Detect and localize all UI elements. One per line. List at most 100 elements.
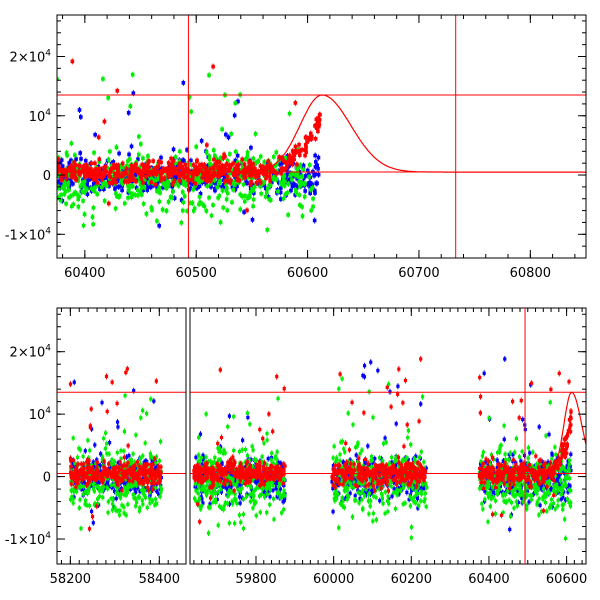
data-point — [93, 476, 97, 480]
data-point — [103, 484, 107, 488]
data-point — [266, 195, 271, 199]
data-point — [118, 490, 122, 494]
data-point — [166, 200, 171, 204]
data-point — [288, 173, 293, 178]
data-point — [57, 195, 61, 200]
data-point — [242, 172, 246, 176]
data-point — [159, 470, 163, 475]
data-point — [89, 464, 93, 468]
data-point — [125, 464, 129, 468]
data-point — [184, 180, 189, 184]
data-point — [154, 165, 158, 170]
data-point — [171, 147, 176, 152]
data-point — [249, 181, 253, 185]
data-point — [222, 184, 226, 189]
data-point — [173, 161, 178, 166]
data-point — [189, 158, 193, 163]
data-point — [148, 490, 152, 495]
data-point — [107, 452, 111, 456]
data-point — [67, 161, 72, 165]
data-point — [105, 485, 109, 490]
data-point — [128, 157, 132, 161]
data-point — [249, 164, 253, 169]
data-point — [303, 189, 307, 193]
data-point — [225, 208, 230, 213]
data-point — [106, 157, 111, 162]
data-point — [119, 486, 124, 491]
data-point — [62, 168, 66, 172]
data-point — [284, 165, 289, 170]
data-point — [98, 494, 102, 498]
data-point — [137, 152, 141, 157]
data-point — [133, 165, 137, 170]
data-point — [88, 448, 92, 453]
data-point — [310, 186, 315, 190]
data-point — [109, 483, 113, 487]
data-point — [124, 167, 129, 171]
data-point — [76, 204, 81, 209]
data-point — [109, 466, 113, 470]
data-point — [108, 167, 113, 171]
data-point — [111, 166, 115, 170]
data-point — [90, 515, 95, 519]
data-point — [166, 171, 170, 175]
data-point — [124, 179, 129, 184]
data-point — [252, 191, 256, 195]
data-point — [143, 493, 147, 498]
data-point — [209, 213, 214, 218]
data-point — [317, 119, 321, 124]
data-point — [122, 429, 127, 434]
data-point — [115, 480, 120, 484]
data-point — [122, 492, 126, 497]
data-point — [94, 478, 98, 482]
data-point — [159, 178, 163, 182]
data-point — [273, 164, 277, 168]
data-point — [110, 180, 115, 185]
data-point — [69, 168, 74, 173]
data-point — [191, 172, 196, 176]
data-point — [91, 482, 96, 487]
data-point — [189, 163, 194, 167]
data-point — [106, 201, 111, 206]
data-point — [207, 195, 211, 200]
data-point — [228, 152, 232, 156]
data-point — [203, 172, 208, 176]
data-point — [316, 172, 321, 177]
data-point — [62, 187, 67, 191]
data-point — [130, 466, 134, 470]
data-point — [134, 433, 138, 437]
data-point — [69, 472, 73, 477]
data-point — [124, 487, 128, 491]
data-point — [66, 181, 71, 185]
data-point — [216, 196, 220, 200]
data-point — [76, 455, 80, 459]
data-point — [180, 167, 185, 172]
y-tick-label: 0 — [43, 169, 51, 184]
data-point — [83, 462, 87, 466]
data-point — [64, 172, 69, 176]
data-point — [91, 188, 96, 193]
data-point — [89, 186, 94, 191]
data-point — [183, 175, 187, 180]
data-point — [90, 466, 95, 470]
data-point — [82, 484, 86, 489]
data-point — [115, 451, 119, 455]
data-point — [191, 209, 196, 213]
data-point — [84, 187, 89, 191]
data-point — [290, 171, 295, 176]
data-point — [119, 180, 123, 184]
data-point — [114, 508, 118, 513]
data-point — [135, 500, 139, 504]
data-point — [138, 142, 143, 146]
data-point — [156, 468, 160, 472]
data-point — [101, 485, 106, 489]
data-point — [162, 166, 166, 171]
data-point — [137, 469, 141, 473]
data-point — [159, 465, 163, 469]
data-point — [317, 122, 322, 127]
data-point — [127, 454, 131, 458]
data-point — [125, 163, 129, 168]
data-point — [130, 173, 135, 178]
data-point — [116, 509, 120, 513]
data-point — [281, 173, 285, 178]
